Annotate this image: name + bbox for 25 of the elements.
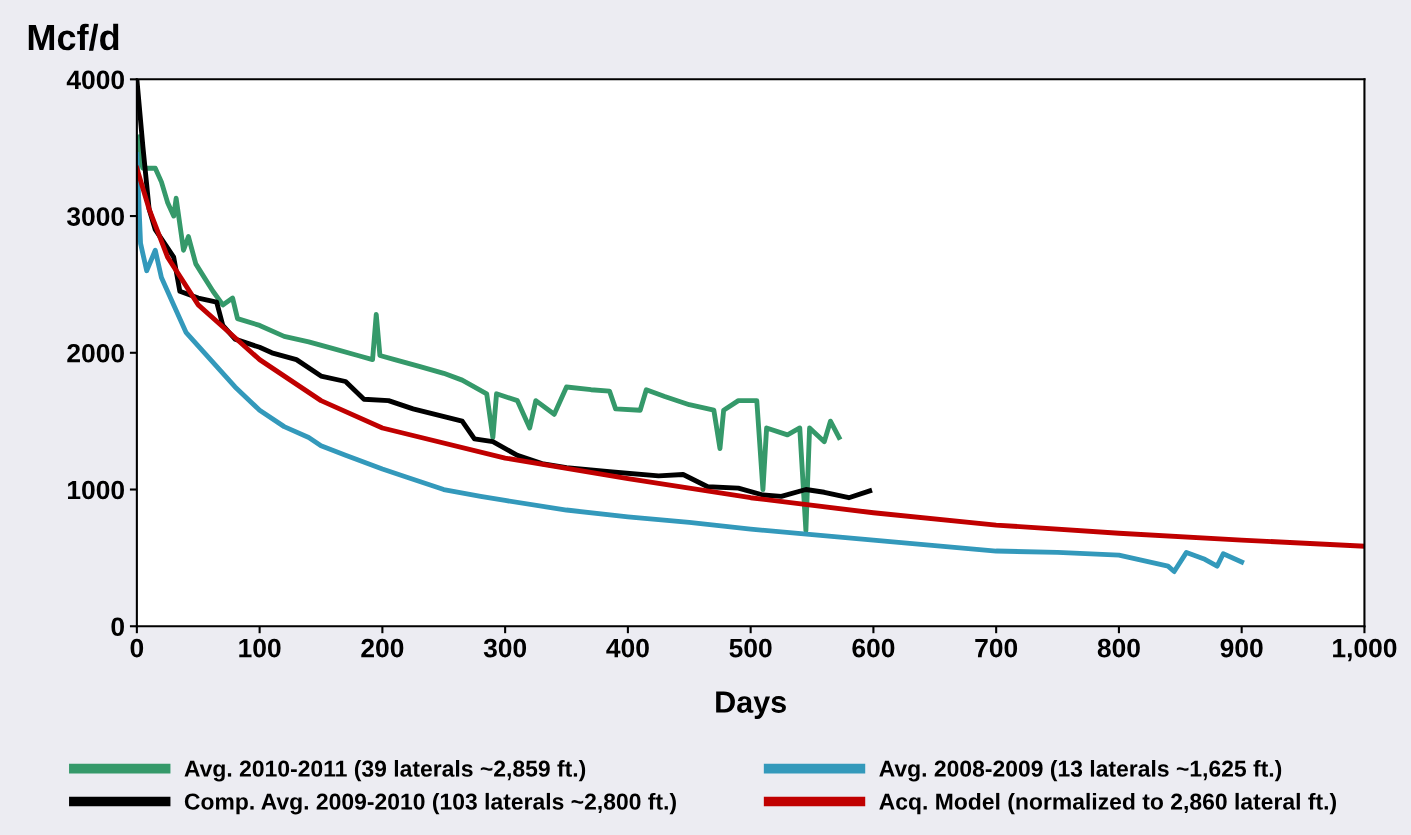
x-tick-label: 500 [729,638,772,658]
x-tick-label: 0 [130,638,144,658]
x-tick-label: 800 [1097,638,1140,658]
legend-label: Avg. 2010-2011 (39 laterals ~2,859 ft.) [184,759,586,782]
x-tick-label: 900 [1220,638,1263,658]
x-tick-label: 300 [483,638,527,658]
x-tick-label: 1,000 [1333,638,1397,662]
y-tick-label: 2000 [67,343,124,363]
y-axis-title: Mcf/d [28,23,119,51]
legend-label: Acq. Model (normalized to 2,860 lateral ft.) [879,792,1336,815]
x-tick-label: 600 [852,638,895,658]
x-tick-label: 400 [606,638,649,658]
x-tick-label: 700 [975,638,1018,658]
legend-label: Comp. Avg. 2009-2010 (103 laterals ~2,800 ft.) [184,792,676,815]
x-tick-label: 100 [239,638,281,658]
y-tick-label: 1000 [68,480,124,500]
y-tick-label: 0 [111,617,124,637]
line-series [136,165,1365,549]
y-tick-label: 3000 [66,207,124,226]
legend-label: Avg. 2008-2009 (13 laterals ~1,625 ft.) [879,759,1282,782]
line-series [136,134,842,533]
y-tick-label: 4000 [66,70,124,90]
x-tick-label: 200 [361,638,404,658]
x-axis-title: Days [716,691,786,719]
line-series [136,152,1245,574]
